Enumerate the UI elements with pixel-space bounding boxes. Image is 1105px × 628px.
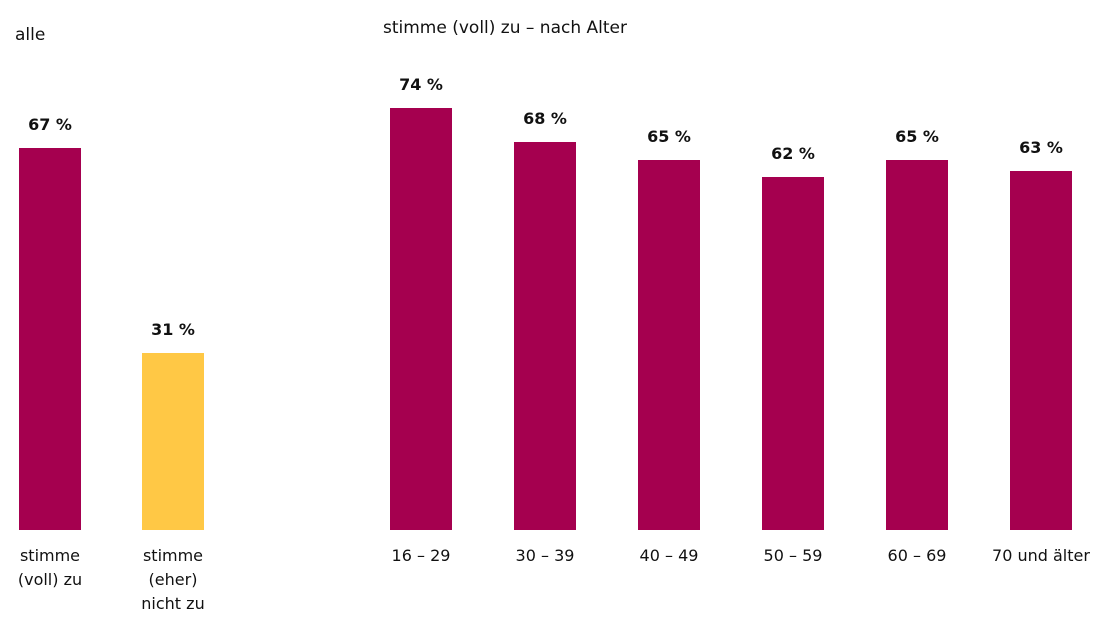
bar — [1010, 170, 1072, 530]
value-label: 74 % — [399, 75, 443, 95]
value-label: 67 % — [28, 115, 72, 135]
bar — [762, 176, 824, 530]
category-label: stimme (voll) zu — [17, 546, 83, 589]
bar — [514, 142, 576, 530]
category-label: 70 und älter — [992, 546, 1090, 565]
value-label: 62 % — [771, 143, 815, 163]
value-label: 65 % — [647, 126, 691, 146]
value-label: 65 % — [895, 126, 939, 146]
chart-title: stimme (voll) zu – nach Alter — [383, 18, 627, 38]
value-label: 31 % — [151, 320, 195, 340]
bar — [19, 148, 81, 530]
bar — [638, 159, 700, 530]
bar — [390, 108, 452, 530]
bar — [886, 159, 948, 530]
category-label: 50 – 59 — [763, 546, 823, 565]
category-label: 30 – 39 — [515, 546, 575, 565]
category-label: 60 – 69 — [887, 546, 947, 565]
category-label: 16 – 29 — [391, 546, 451, 565]
category-label: 40 – 49 — [639, 546, 699, 565]
bar — [142, 353, 204, 530]
value-label: 63 % — [1019, 137, 1063, 157]
category-label: stimme (eher) nicht zu — [141, 546, 205, 613]
chart-title: alle — [15, 25, 46, 45]
value-label: 68 % — [523, 109, 567, 129]
